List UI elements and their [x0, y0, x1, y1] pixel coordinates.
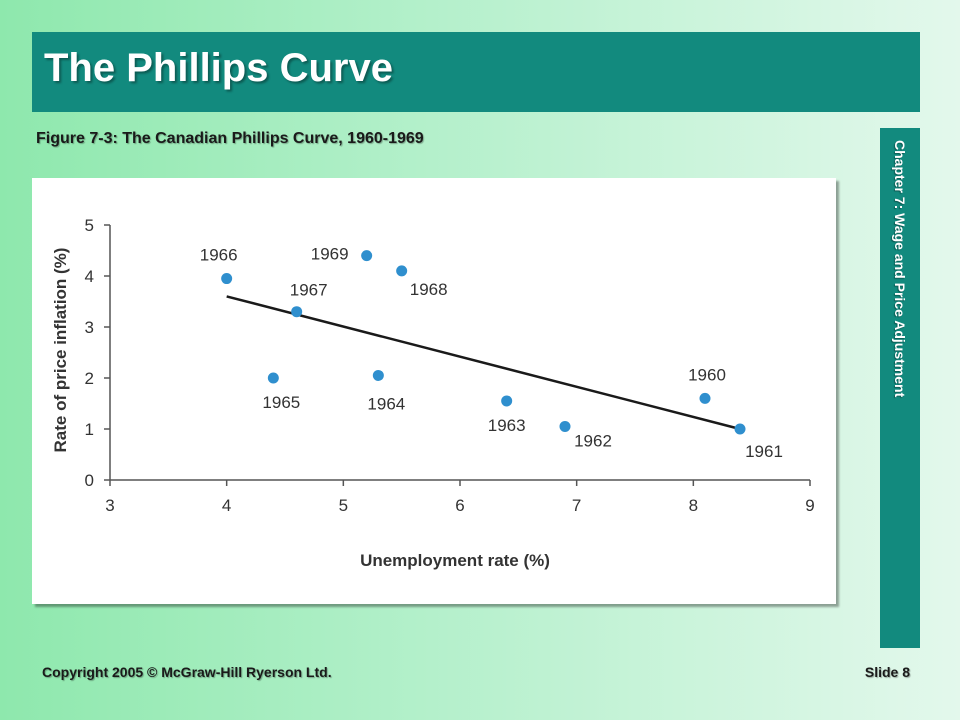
chart-axes: 3 4 5 6 7 8 9 0 1 2 3 4 5: [85, 216, 815, 515]
trend-line: [226, 295, 741, 431]
point-label-1966: 1966: [200, 246, 238, 265]
x-axis-label: Unemployment rate (%): [360, 551, 550, 570]
x-tick-label: 9: [805, 496, 814, 515]
x-tick-label: 7: [572, 496, 581, 515]
data-point-1961: [734, 423, 746, 435]
y-tick-label: 3: [85, 318, 94, 337]
data-points: 1960 1961 1962 1963 1964 1965 1966 1967 1968 1969: [200, 245, 783, 461]
point-label-1965: 1965: [262, 393, 300, 412]
data-point-1962: [559, 420, 571, 432]
data-point-1966: [221, 273, 233, 285]
slide-number: Slide 8: [864, 664, 910, 680]
y-tick-label: 4: [85, 267, 94, 286]
point-label-1961: 1961: [745, 442, 783, 461]
x-tick-label: 8: [689, 496, 698, 515]
data-point-1960: [699, 392, 711, 404]
chapter-label: Chapter 7: Wage and Price Adjustment: [892, 140, 908, 398]
x-tick-label: 3: [105, 496, 114, 515]
x-tick-label: 6: [455, 496, 464, 515]
data-point-1969: [361, 250, 373, 262]
data-point-1967: [291, 306, 303, 318]
point-label-1968: 1968: [410, 280, 448, 299]
copyright-text: Copyright 2005 © McGraw-Hill Ryerson Ltd…: [42, 664, 332, 680]
point-label-1964: 1964: [367, 394, 405, 413]
point-label-1960: 1960: [688, 365, 726, 384]
y-tick-label: 0: [85, 471, 94, 490]
data-point-1963: [501, 395, 513, 407]
data-point-1965: [267, 372, 279, 384]
y-axis-label: Rate of price inflation (%): [51, 248, 70, 453]
x-tick-label: 4: [222, 496, 231, 515]
slide-title: The Phillips Curve: [44, 46, 393, 90]
point-label-1967: 1967: [290, 281, 328, 300]
x-tick-label: 5: [339, 496, 348, 515]
data-point-1964: [372, 369, 384, 381]
point-label-1969: 1969: [311, 245, 349, 264]
y-tick-label: 1: [85, 420, 94, 439]
point-label-1962: 1962: [574, 431, 612, 450]
chapter-side-bar: Chapter 7: Wage and Price Adjustment: [880, 128, 920, 648]
title-bar: The Phillips Curve: [32, 32, 920, 112]
data-point-1968: [396, 265, 408, 277]
y-tick-label: 5: [85, 216, 94, 235]
figure-caption: Figure 7-3: The Canadian Phillips Curve,…: [36, 130, 424, 147]
point-label-1963: 1963: [488, 416, 526, 435]
y-tick-label: 2: [85, 369, 94, 388]
trend-line-group: [226, 295, 741, 431]
